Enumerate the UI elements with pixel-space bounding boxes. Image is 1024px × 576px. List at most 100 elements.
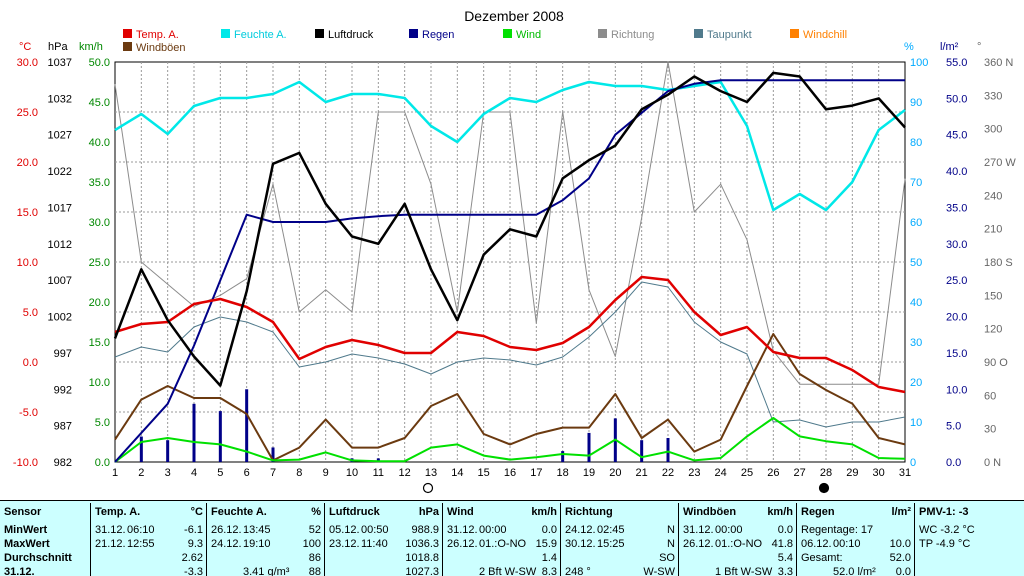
- direction-stats-time: 02:45: [597, 524, 625, 536]
- humidity-axis-tick: 40: [910, 297, 922, 309]
- legend-swatch-6: [694, 29, 703, 38]
- temp-stats-title: Temp. A.: [95, 506, 141, 518]
- moon-phases: [422, 482, 830, 494]
- humidity-stats-time: 13:45: [243, 524, 271, 536]
- wind-axis-tick: 0.0: [95, 457, 110, 469]
- wind-axis-tick: 30.0: [89, 217, 110, 229]
- wind-stats-value: 1.4: [541, 552, 557, 564]
- direction-stats-value: N: [667, 524, 675, 536]
- pressure-stats-date: 23.12.: [329, 538, 360, 550]
- gust-stats-unit: km/h: [767, 506, 793, 518]
- x-tick-day: 17: [530, 467, 542, 479]
- direction-stats-date: 248 °: [565, 566, 591, 576]
- series-line-luftdruck: [113, 71, 906, 387]
- gust-stats-title: Windböen: [683, 506, 737, 518]
- gust-stats-value: 3.3: [777, 566, 793, 576]
- series-line-tempa: [114, 275, 906, 394]
- x-tick-day: 8: [296, 467, 302, 479]
- rain-axis-tick: 35.0: [946, 202, 967, 214]
- legend-label-4: Wind: [516, 29, 541, 41]
- temp-unit-label: °C: [19, 41, 31, 53]
- humidity-axis-tick: 30: [910, 337, 922, 349]
- rain-axis-tick: 25.0: [946, 275, 967, 287]
- x-tick-day: 5: [217, 467, 223, 479]
- rain-bar: [561, 451, 565, 462]
- rain-stats-title: Regen: [801, 506, 835, 518]
- pressure-axis-tick: 1022: [48, 166, 72, 178]
- sensor-title: Sensor: [4, 506, 42, 518]
- direction-axis-tick: 180 S: [984, 257, 1013, 269]
- x-tick-day: 18: [557, 467, 569, 479]
- wind-unit-label: km/h: [79, 41, 103, 53]
- x-tick-day: 27: [794, 467, 806, 479]
- rain-bar: [245, 389, 249, 462]
- rain-bar: [587, 432, 591, 462]
- temp-axis-tick: 15.0: [17, 207, 38, 219]
- rain-bar: [640, 440, 644, 462]
- rain-axis-tick: 45.0: [946, 130, 967, 142]
- wind-stats-date: 26.12.: [447, 538, 478, 550]
- row-current-label: 31.12.: [4, 566, 35, 576]
- wind-stats-unit: km/h: [531, 506, 557, 518]
- legend-label-5: Richtung: [611, 29, 654, 41]
- direction-axis-tick: 300: [984, 124, 1002, 136]
- legend-label-2: Luftdruck: [328, 29, 374, 41]
- legend-label-3: Regen: [422, 29, 454, 41]
- direction-stats-title: Richtung: [565, 506, 613, 518]
- pressure-stats-title: Luftdruck: [329, 506, 380, 518]
- legend-swatch-5: [598, 29, 607, 38]
- temp-stats-value: -3.3: [184, 566, 203, 576]
- direction-stats-value: SO: [659, 552, 675, 564]
- wind-axis-tick: 15.0: [89, 337, 110, 349]
- wind-stats-time: 00:00: [479, 524, 507, 536]
- x-tick-day: 6: [244, 467, 250, 479]
- wind-stats-time: 01.:O-NO: [479, 538, 527, 550]
- humidity-stats-unit: %: [311, 506, 321, 518]
- humidity-stats-value: 52: [308, 524, 321, 536]
- pmv-stats-column: PMV-1: -3 WC -3.2 °C TP -4.9 °C: [914, 503, 1024, 576]
- legend-label-6: Taupunkt: [707, 29, 752, 41]
- pressure-axis-tick: 1027: [48, 130, 72, 142]
- humidity-stats-date: 24.12.: [211, 538, 242, 550]
- x-tick-day: 15: [478, 467, 490, 479]
- x-tick-day: 23: [688, 467, 700, 479]
- pmv-stats-title: PMV-1: -3: [919, 506, 969, 518]
- direction-axis-tick: 30: [984, 424, 996, 436]
- pressure-stats-time: 00:50: [361, 524, 389, 536]
- wind-axis-tick: 25.0: [89, 257, 110, 269]
- sensor-column: Sensor MinWert MaxWert Durchschnitt 31.1…: [0, 503, 88, 576]
- x-tick-day: 20: [609, 467, 621, 479]
- direction-axis-tick: 60: [984, 390, 996, 402]
- wind-axis-tick: 5.0: [95, 417, 110, 429]
- rain-axis-tick: 20.0: [946, 312, 967, 324]
- x-tick-day: 31: [899, 467, 911, 479]
- x-tick-day: 4: [191, 467, 197, 479]
- x-tick-day: 10: [346, 467, 358, 479]
- rain-axis-tick: 50.0: [946, 93, 967, 105]
- chart-title: Dezember 2008: [464, 8, 564, 24]
- temp-stats-value: -6.1: [184, 524, 203, 536]
- legend-label-8: Windböen: [136, 42, 186, 54]
- legend: Temp. A. Feuchte A. Luftdruck Regen Wind Rich…: [123, 29, 847, 54]
- legend-label-1: Feuchte A.: [234, 29, 287, 41]
- x-tick-day: 26: [767, 467, 779, 479]
- rain-bar: [376, 458, 380, 462]
- humidity-axis-tick: 50: [910, 257, 922, 269]
- pressure-axis-tick: 1017: [48, 202, 72, 214]
- temp-stats-column: Temp. A. °C 31.12. 06:10 -6.1 21.12. 12:55 9.3 2…: [90, 503, 207, 576]
- legend-swatch-2: [315, 29, 324, 38]
- x-tick-day: 19: [583, 467, 595, 479]
- rain-bar: [139, 436, 143, 462]
- x-tick-day: 14: [451, 467, 463, 479]
- direction-axis-tick: 0 N: [984, 457, 1001, 469]
- rain-bar: [666, 438, 670, 462]
- humidity-stats-value: 100: [302, 538, 321, 550]
- temp-stats-date: 31.12.: [95, 524, 126, 536]
- pressure-stats-unit: hPa: [418, 506, 439, 518]
- rain-stats-value: 52.0: [889, 552, 911, 564]
- direction-stats-time: 15:25: [597, 538, 625, 550]
- x-tick-day: 2: [138, 467, 144, 479]
- humidity-axis-tick: 80: [910, 137, 922, 149]
- rain-bar: [192, 403, 196, 462]
- axis-labels: 30.025.020.015.010.05.00.0-5.0-10.010371…: [13, 57, 1016, 479]
